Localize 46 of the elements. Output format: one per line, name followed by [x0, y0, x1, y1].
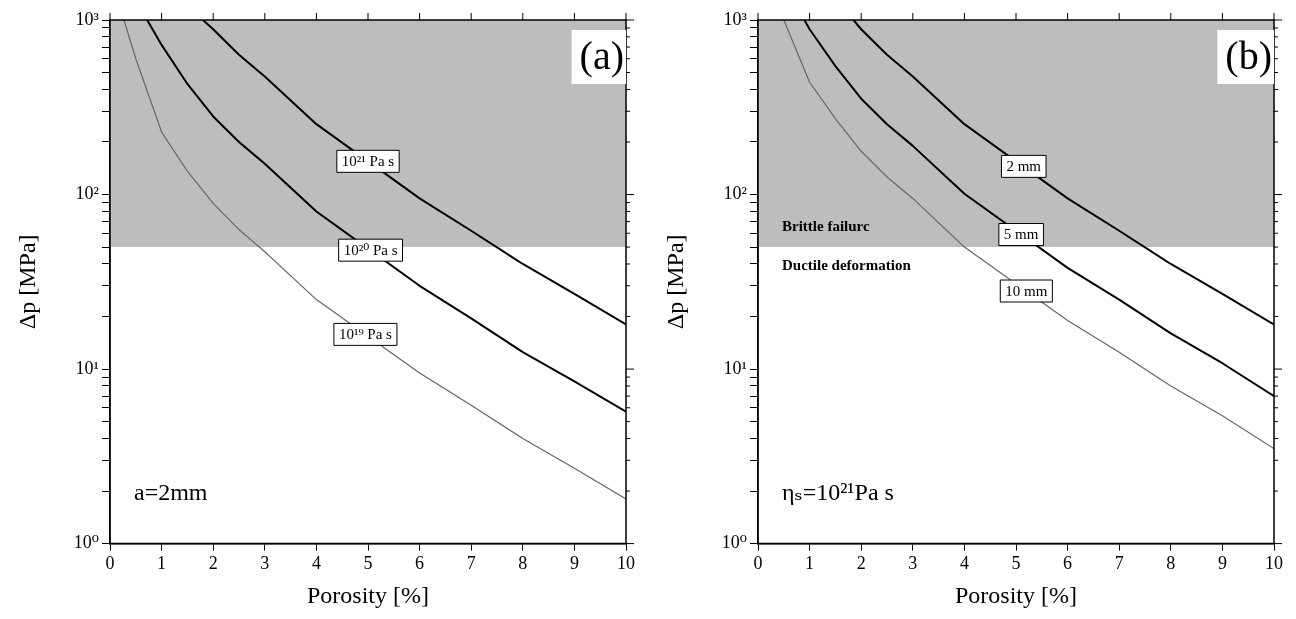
x-tick-label: 7 — [1114, 553, 1124, 574]
x-tick-label: 7 — [466, 553, 476, 574]
x-axis-title: Porosity [%] — [955, 581, 1077, 608]
x-tick-label: 9 — [1217, 553, 1227, 574]
annotation: a=2mm — [134, 478, 208, 505]
y-tick-label: 10³ — [723, 8, 748, 29]
x-tick-label: 8 — [518, 553, 528, 574]
x-tick-label: 1 — [157, 553, 167, 574]
x-tick-label: 1 — [805, 553, 815, 574]
annotation: (a) — [579, 32, 624, 78]
y-tick-label: 10² — [75, 183, 99, 204]
x-tick-label: 0 — [105, 553, 115, 574]
y-tick-label: 10³ — [75, 8, 100, 29]
x-axis-title: Porosity [%] — [307, 581, 429, 608]
x-tick-label: 0 — [753, 553, 763, 574]
y-axis-title: Δp [MPa] — [661, 234, 688, 330]
annotation: ηₛ=10²¹Pa s — [782, 478, 894, 505]
x-tick-label: 6 — [1063, 553, 1073, 574]
y-tick-label: 10⁰ — [721, 532, 747, 553]
band-label: Brittle failurc — [782, 218, 870, 235]
annotation: (b) — [1225, 32, 1272, 78]
x-tick-label: 3 — [908, 553, 918, 574]
y-tick-label: 10² — [723, 183, 747, 204]
annotation: 10¹⁹ Pa s — [338, 326, 393, 343]
annotation: 10²¹ Pa s — [341, 153, 395, 170]
annotation: 10 mm — [1005, 282, 1048, 299]
x-tick-label: 6 — [415, 553, 425, 574]
annotation: Ductile deformation — [782, 257, 912, 274]
y-tick-label: 10⁰ — [73, 532, 99, 553]
x-tick-label: 5 — [1011, 553, 1021, 574]
y-tick-label: 10¹ — [75, 357, 99, 378]
x-tick-label: 10 — [617, 553, 635, 574]
x-tick-label: 8 — [1166, 553, 1176, 574]
annotation: 5 mm — [1003, 226, 1039, 243]
x-tick-label: 3 — [260, 553, 270, 574]
y-tick-label: 10¹ — [723, 357, 747, 378]
y-axis-title: Δp [MPa] — [13, 234, 40, 330]
x-tick-label: 2 — [208, 553, 218, 574]
x-tick-label: 2 — [856, 553, 866, 574]
annotation: 10²⁰ Pa s — [343, 242, 398, 259]
annotation: 2 mm — [1006, 158, 1042, 175]
x-tick-label: 10 — [1265, 553, 1283, 574]
x-tick-label: 5 — [363, 553, 373, 574]
x-tick-label: 4 — [959, 553, 969, 574]
x-tick-label: 4 — [311, 553, 321, 574]
x-tick-label: 9 — [569, 553, 579, 574]
